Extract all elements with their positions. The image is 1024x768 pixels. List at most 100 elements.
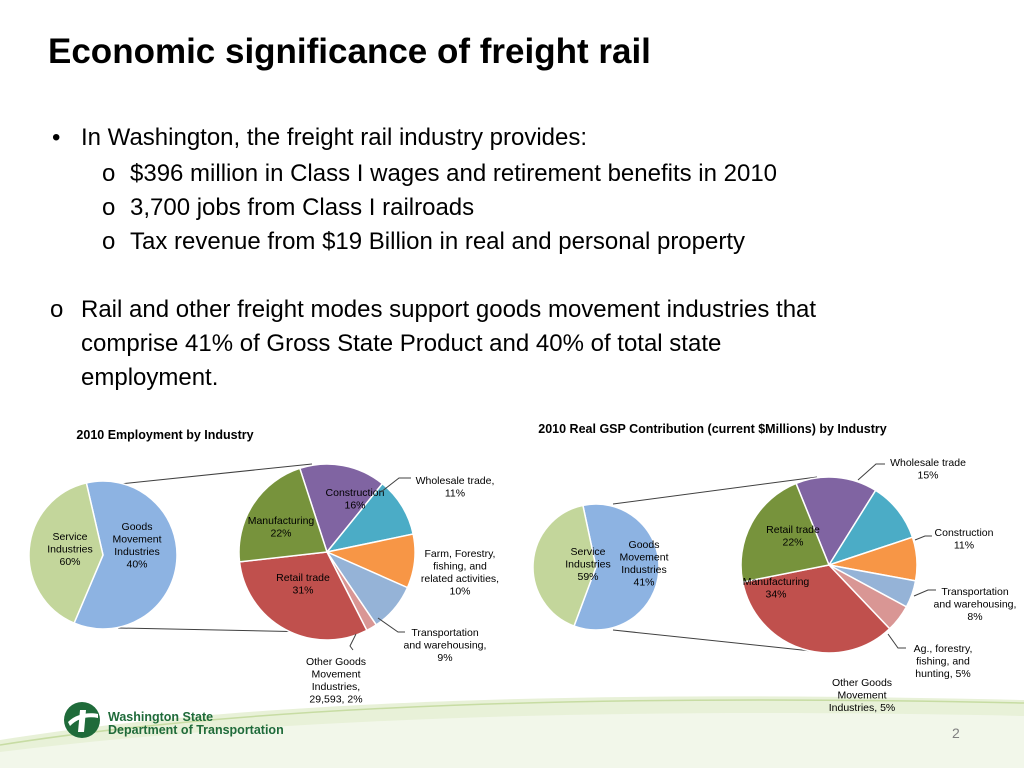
main-pie-label-line: Industries xyxy=(565,559,611,571)
org-line1: Washington State xyxy=(108,710,214,724)
breakdown-pie-label-line: Farm, Forestry, xyxy=(425,548,496,560)
wsdot-logo-icon xyxy=(64,702,100,738)
main-pie-label-line: Movement xyxy=(619,552,668,564)
breakdown-pie-slice xyxy=(741,564,891,654)
wsdot-org-name: Washington State Department of Transport… xyxy=(108,711,284,737)
breakdown-pie-label-line: Industries, 5% xyxy=(829,702,896,714)
breakdown-pie-label-line: and warehousing, xyxy=(404,640,487,652)
breakdown-pie-slice xyxy=(795,476,877,567)
breakdown-pie-label: Transportation and warehousing, 8% xyxy=(934,586,1017,623)
page-number: 2 xyxy=(952,725,960,741)
main-pie-label-line: 59% xyxy=(577,571,598,583)
breakdown-pie-label-line: related activities, xyxy=(421,573,499,585)
breakdown-pie-slice xyxy=(238,551,368,641)
breakdown-pie-label-line: Other Goods xyxy=(832,677,892,689)
bullet2-text-line: employment. xyxy=(81,364,219,391)
label-leader-line xyxy=(913,589,936,597)
bullet2-text-line: Rail and other freight modes support goo… xyxy=(81,296,817,323)
breakdown-pie-label-line: and warehousing, xyxy=(934,599,1017,611)
pie-connector-line xyxy=(119,463,313,485)
main-pie-label: Service Industries 59% xyxy=(565,546,611,583)
breakdown-pie-label-line: Retail trade xyxy=(276,572,330,584)
breakdown-pie-label: Ag., forestry, fishing, and hunting, 5% xyxy=(914,643,973,680)
label-leader-line xyxy=(914,535,932,541)
breakdown-pie-label-line: Ag., forestry, xyxy=(914,643,973,655)
breakdown-pie-label-line: Retail trade xyxy=(766,524,820,536)
chart-title-gsp: 2010 Real GSP Contribution (current $Mil… xyxy=(538,422,887,436)
breakdown-pie-label-line: Construction xyxy=(326,487,385,499)
main-pie-label-line: Goods xyxy=(629,539,660,551)
breakdown-pie-label-line: Other Goods xyxy=(306,656,366,668)
bullet-marker: • xyxy=(52,124,61,151)
breakdown-pie-label-line: 16% xyxy=(344,500,365,512)
breakdown-pie-slice xyxy=(740,482,831,583)
breakdown-pie-label-line: 9% xyxy=(437,652,452,664)
breakdown-pie-label-line: Wholesale trade, xyxy=(416,475,495,487)
pie-connector-line xyxy=(612,476,818,505)
breakdown-pie-label: Wholesale trade 15% xyxy=(890,457,966,482)
breakdown-pie-label-line: 34% xyxy=(765,589,786,601)
breakdown-pie-label: Manufacturing 22% xyxy=(248,515,315,540)
breakdown-pie-label-line: Transportation xyxy=(941,586,1008,598)
main-pie-label-line: Industries xyxy=(621,564,667,576)
breakdown-pie-label-line: Manufacturing xyxy=(743,576,810,588)
sub-bullet-text: Tax revenue from $19 Billion in real and… xyxy=(130,228,746,255)
breakdown-pie-label-line: Industries, xyxy=(312,681,360,693)
breakdown-pie-label: Transportation and warehousing, 9% xyxy=(404,627,487,664)
breakdown-pie-label-line: 31% xyxy=(292,585,313,597)
label-leader-line xyxy=(377,617,405,633)
breakdown-pie-label-line: 8% xyxy=(967,611,982,623)
pie-connector-line xyxy=(612,629,831,654)
breakdown-pie-slice xyxy=(238,467,328,563)
bullet2-text-line: comprise 41% of Gross State Product and … xyxy=(81,330,722,357)
main-pie-label-line: 41% xyxy=(633,577,654,589)
chart-title-employment: 2010 Employment by Industry xyxy=(76,428,254,442)
main-pie-slice xyxy=(573,503,660,631)
main-pie-label: Goods Movement Industries 41% xyxy=(619,539,668,589)
org-line2: Department of Transportation xyxy=(108,723,284,737)
main-pie-slice xyxy=(73,480,178,630)
breakdown-pie-label-line: Movement xyxy=(837,690,886,702)
breakdown-pie-label: Retail trade 31% xyxy=(276,572,330,597)
label-leader-line xyxy=(887,633,906,649)
sub-bullet-text: 3,700 jobs from Class I railroads xyxy=(130,194,475,221)
bullet2-marker: o xyxy=(50,296,64,323)
breakdown-pie-label: Farm, Forestry, fishing, and related activ… xyxy=(421,548,499,598)
breakdown-pie-label: Manufacturing 34% xyxy=(743,576,810,601)
breakdown-pie-label-line: Wholesale trade xyxy=(890,457,966,469)
breakdown-pie-label: Other Goods Movement Industries, 5% xyxy=(829,677,896,714)
breakdown-pie-label-line: 22% xyxy=(270,528,291,540)
breakdown-pie-label-line: Manufacturing xyxy=(248,515,315,527)
main-pie-label: Service Industries 60% xyxy=(47,531,93,568)
breakdown-pie-label-line: 10% xyxy=(449,586,470,598)
sub-bullet-text: $396 million in Class I wages and retire… xyxy=(130,160,778,187)
main-pie-label-line: Industries xyxy=(47,544,93,556)
sub-bullet-marker: o xyxy=(102,160,116,187)
label-leader-line xyxy=(380,477,411,493)
breakdown-pie-label-line: 11% xyxy=(954,540,974,552)
breakdown-pie-label-line: fishing, and xyxy=(916,656,970,668)
bullet-main-text: In Washington, the freight rail industry… xyxy=(81,124,588,151)
breakdown-pie-label-line: 11% xyxy=(445,488,465,500)
main-pie-label-line: Goods xyxy=(122,521,153,533)
label-leader-line xyxy=(349,633,357,651)
breakdown-pie-label-line: fishing, and xyxy=(433,561,487,573)
sub-bullet-marker: o xyxy=(102,228,116,255)
breakdown-pie-label-line: Movement xyxy=(311,669,360,681)
breakdown-pie-label-line: hunting, 5% xyxy=(915,668,970,680)
main-pie-label-line: Movement xyxy=(112,534,161,546)
main-pie-label: Goods Movement Industries 40% xyxy=(112,521,161,571)
breakdown-pie-label-line: Transportation xyxy=(411,627,478,639)
breakdown-pie-label: Construction 16% xyxy=(326,487,385,512)
breakdown-pie-label-line: 15% xyxy=(917,470,938,482)
main-pie-label-line: Industries xyxy=(114,546,160,558)
breakdown-pie-label: Construction 11% xyxy=(935,527,994,552)
breakdown-pie-label: Other Goods Movement Industries, 29,593, 2% xyxy=(306,656,366,706)
main-pie-label-line: Service xyxy=(52,531,87,543)
main-pie-label-line: 40% xyxy=(126,559,147,571)
breakdown-pie-label: Wholesale trade, 11% xyxy=(416,475,495,500)
sub-bullet-marker: o xyxy=(102,194,116,221)
breakdown-pie-label-line: Construction xyxy=(935,527,994,539)
breakdown-pie-label: Retail trade 22% xyxy=(766,524,820,549)
